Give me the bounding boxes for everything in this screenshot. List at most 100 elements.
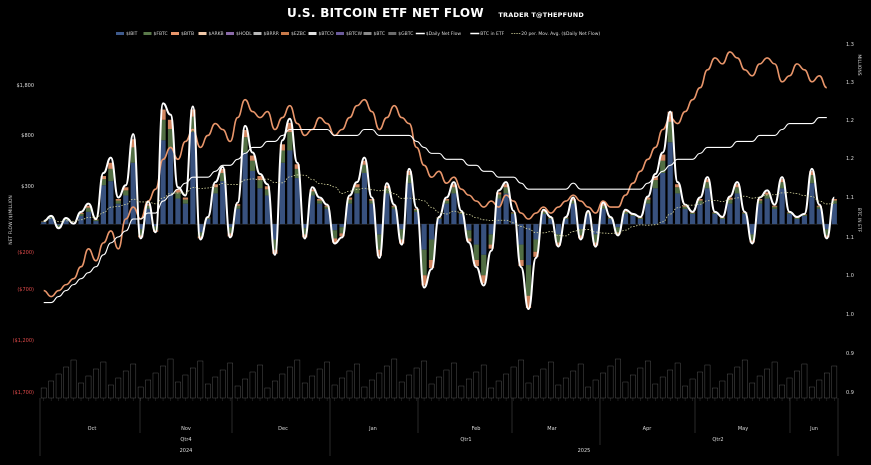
flow-bar-ibit [712,213,718,225]
volume-bar [137,386,144,399]
quarter-label: Qtr4 [180,437,191,443]
flow-bar-ibit [801,215,808,225]
flow-bar-fbtc [771,206,778,209]
volume-bar [100,361,107,399]
month-label: Jun [809,426,818,432]
flow-bar-fbtc [660,160,666,173]
flow-bar-ibit [719,219,726,225]
volume-bar [249,371,256,399]
flow-bar-bitb [294,164,300,169]
flow-bar-fbtc [645,199,651,204]
flow-bar-ibit [414,211,420,225]
flow-bar-fbtc [272,239,278,250]
legend-entry: $BTCO [319,31,335,37]
flow-bar-bitb [578,235,584,239]
flow-bar-bitb [473,259,479,267]
flow-bar-ibit [831,203,837,225]
flow-bar-bitb [138,235,144,238]
flow-bar-bitb [533,251,539,257]
volume-bar [451,362,457,399]
volume-bar [719,380,726,399]
volume-bar [525,382,532,399]
flow-bar-ibit [816,208,822,225]
y3-axis-label: MILLIONS [856,54,862,75]
flow-bar-fbtc [376,234,382,250]
flow-bar-ibit [294,178,300,225]
flow-bar-ibit [331,224,338,231]
flow-bar-bitb [242,130,248,138]
flow-bar-bitb [771,205,778,207]
flow-bar-fbtc [145,205,151,209]
flow-bar-fbtc [652,180,658,189]
volume-bar [361,386,368,399]
flow-bar-fbtc [309,191,315,196]
flow-bar-ibit [160,140,166,225]
flow-bar-ibit [443,203,450,225]
flow-bar-fbtc [56,225,62,228]
volume-bar [659,376,666,399]
right-tick-label: 1.1 [846,235,854,241]
volume-bar [592,379,599,399]
month-label: Mar [547,426,557,432]
right-tick-label: 1.0 [846,273,854,279]
flow-bar-ibit [496,198,502,225]
right-tick-label: 0.9 [846,351,854,357]
flow-bar-ibit [630,215,636,225]
flow-bar-ibit [570,203,576,225]
flow-bar-bitb [525,295,532,308]
flow-bar-ibit [317,203,323,225]
flow-bar-fbtc [555,234,561,243]
left-tick-label: $800 [21,133,34,139]
flow-bar-ibit [451,193,457,225]
flow-bar-ibit [421,224,427,250]
flow-bar-bitb [399,239,405,244]
flow-bar-fbtc [533,239,539,252]
flow-bar-ibit [138,224,144,230]
right-tick-label: 0.9 [846,390,854,396]
flow-bar-ibit [578,224,584,230]
flow-bar-fbtc [384,188,390,194]
flow-bar-fbtc [451,187,457,194]
moving-average-line [43,174,835,237]
flow-bar-ibit [93,221,99,225]
flow-bar-ibit [652,188,658,225]
legend-entry: $EZBC [291,31,306,37]
flow-bar-ibit [41,222,47,225]
flow-bar-fbtc [85,207,92,212]
flow-bar-bitb [287,122,293,133]
flow-bar-fbtc [824,229,830,236]
flow-bar-fbtc [794,217,800,219]
volume-bar [570,370,577,399]
legend-entry: BTC in ETF [480,31,504,37]
left-tick-label: $300 [21,184,34,190]
volume-bar [809,386,815,399]
flow-bar-ibit [473,224,479,245]
flow-bar-fbtc [235,205,241,209]
flow-bar-bitb [235,204,241,206]
volume-bar [831,365,838,399]
flow-bar-fbtc [809,175,815,184]
flow-bar-ibit [220,181,226,225]
flow-bar-bitb [257,176,263,181]
flow-bar-ibit [458,213,464,225]
flow-bar-ibit [376,224,382,235]
flow-bar-fbtc [831,200,837,204]
flow-bar-fbtc [801,214,808,216]
flow-bar-ibit [63,220,69,225]
flow-bar-ibit [309,195,315,225]
volume-bar [197,360,204,399]
quarter-label: Qtr1 [460,437,471,443]
flow-bar-bitb [749,240,755,243]
flow-bar-ibit [436,219,442,225]
volume-bar [257,364,263,399]
flow-bar-fbtc [697,200,703,204]
legend-swatch [308,32,317,35]
daily-net-flow-line [43,102,836,311]
flow-bar-fbtc [78,213,84,216]
flow-bar-ibit [510,213,517,225]
flow-bar-bitb [384,185,390,189]
flow-bar-ibit [242,152,248,225]
flow-bar-ibit [249,170,256,225]
flow-bar-fbtc [346,199,353,204]
flow-bar-bitb [324,205,330,207]
